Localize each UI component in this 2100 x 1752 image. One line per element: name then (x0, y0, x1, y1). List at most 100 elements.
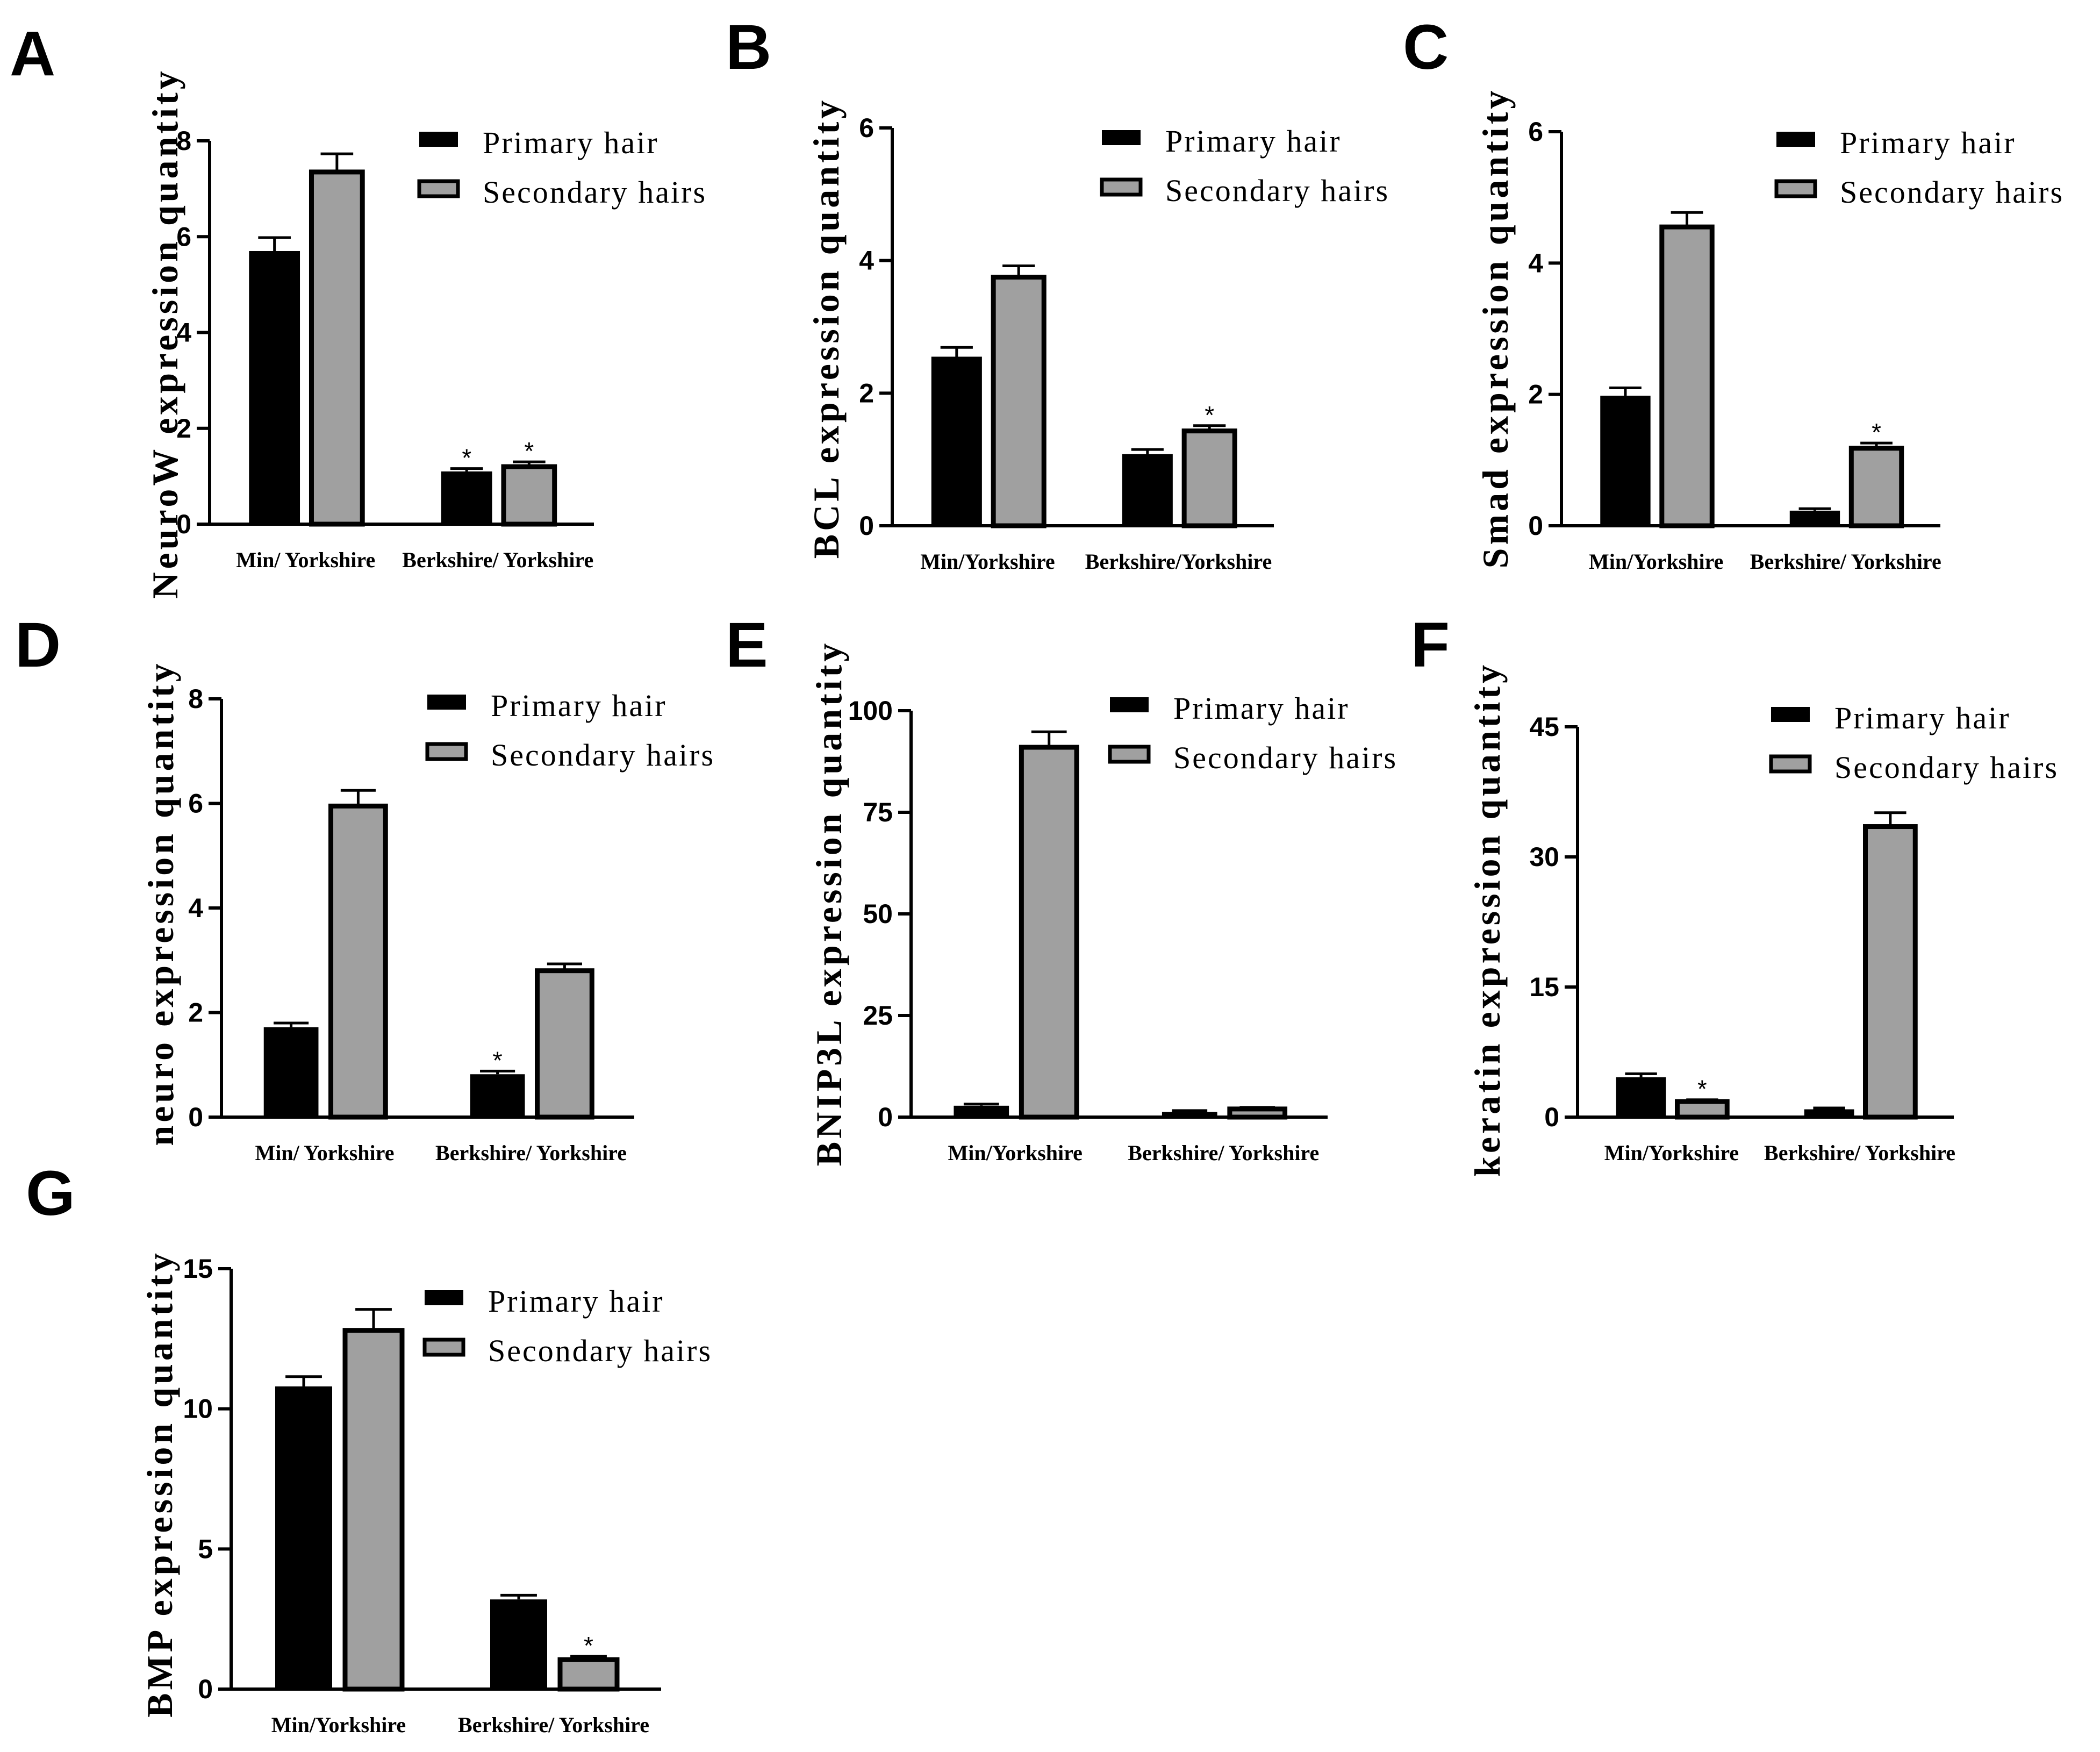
y-tick-label-e: 25 (863, 1000, 893, 1031)
panel-letter-a: A (10, 18, 55, 89)
y-tick-label-f: 45 (1529, 712, 1559, 742)
x-category-label-b: Min/Yorkshire (920, 549, 1055, 574)
y-tick-label-e: 75 (863, 797, 893, 827)
y-axis-label-b: BCL expression quantity (806, 97, 847, 559)
legend-swatch-b-primary (1102, 130, 1141, 145)
bar-e-secondary-0 (1019, 745, 1079, 1120)
x-category-label-d: Min/ Yorkshire (255, 1141, 395, 1165)
y-tick-label-e: 100 (848, 696, 893, 726)
x-category-label-a: Min/ Yorkshire (236, 548, 375, 572)
bar-f-primary-1 (1804, 1109, 1854, 1117)
bar-b-primary-0 (931, 356, 982, 526)
x-category-label-b: Berkshire/Yorkshire (1085, 549, 1272, 574)
y-tick-label-b: 2 (859, 378, 874, 408)
y-tick-label-f: 15 (1529, 972, 1559, 1002)
bar-d-primary-1 (470, 1074, 525, 1117)
bar-a-secondary-1 (501, 464, 557, 527)
significance-marker-b: * (1205, 401, 1214, 429)
legend-swatch-f-primary (1771, 707, 1810, 722)
y-tick-label-d: 0 (188, 1102, 203, 1132)
legend-label-g-primary: Primary hair (488, 1284, 664, 1319)
y-tick-label-a: 6 (176, 221, 191, 252)
legend-swatch-b-secondary (1100, 177, 1143, 197)
panel-letter-d: D (15, 610, 61, 681)
legend-label-c-secondary: Secondary hairs (1840, 175, 2064, 210)
legend-swatch-d-secondary (425, 742, 468, 761)
bar-f-secondary-0 (1675, 1099, 1730, 1120)
y-tick-label-f: 0 (1544, 1102, 1559, 1132)
y-tick-label-b: 6 (859, 113, 874, 143)
bar-c-primary-1 (1789, 510, 1840, 526)
bar-a-primary-1 (441, 471, 492, 524)
significance-marker-f: * (1697, 1075, 1707, 1103)
legend-swatch-e-primary (1110, 697, 1149, 712)
y-tick-label-d: 8 (188, 684, 203, 714)
bar-a-primary-0 (249, 251, 300, 524)
legend-label-a-secondary: Secondary hairs (483, 175, 707, 210)
legend-label-e-primary: Primary hair (1173, 691, 1350, 726)
x-category-label-e: Min/Yorkshire (948, 1141, 1083, 1165)
y-axis-label-d: neuro expression quantity (140, 660, 181, 1146)
y-tick-label-b: 4 (859, 246, 874, 276)
legend-label-g-secondary: Secondary hairs (488, 1333, 712, 1368)
y-axis-label-g: BMP expression quantity (139, 1250, 180, 1718)
significance-marker-c: * (1872, 418, 1881, 446)
panel-letter-c: C (1403, 12, 1449, 83)
y-tick-label-g: 0 (198, 1674, 213, 1704)
y-tick-label-d: 4 (188, 893, 203, 923)
panel-letter-e: E (726, 610, 768, 681)
y-tick-label-e: 0 (878, 1102, 893, 1132)
legend-swatch-c-secondary (1774, 179, 1817, 198)
bar-e-primary-0 (954, 1105, 1009, 1117)
y-tick-label-f: 30 (1529, 842, 1559, 872)
bar-g-primary-1 (490, 1599, 547, 1689)
legend-swatch-f-secondary (1769, 754, 1812, 774)
y-tick-label-c: 2 (1528, 380, 1543, 410)
panel-letter-f: F (1411, 610, 1450, 681)
y-tick-label-a: 8 (176, 126, 191, 156)
y-tick-label-c: 0 (1528, 511, 1543, 541)
y-tick-label-b: 0 (859, 511, 874, 541)
x-category-label-a: Berkshire/ Yorkshire (402, 548, 593, 572)
x-category-label-f: Berkshire/ Yorkshire (1764, 1141, 1955, 1165)
y-axis-label-c: Smad expression quantity (1475, 88, 1516, 569)
legend-label-a-primary: Primary hair (483, 125, 659, 160)
y-axis-label-e: BNIP3L expression quantity (808, 640, 849, 1166)
bar-e-secondary-1 (1227, 1106, 1288, 1120)
y-axis-label-f: keratin expression quantity (1467, 662, 1508, 1177)
panel-letter-b: B (726, 12, 771, 83)
bar-g-secondary-0 (342, 1328, 405, 1692)
panel-letter-g: G (26, 1158, 75, 1229)
legend-label-d-secondary: Secondary hairs (491, 738, 715, 773)
significance-marker-g: * (584, 1632, 593, 1660)
legend-swatch-g-primary (425, 1290, 463, 1305)
significance-marker-a: * (524, 437, 534, 465)
bar-f-secondary-1 (1863, 824, 1918, 1120)
legend-label-b-primary: Primary hair (1165, 124, 1342, 159)
bar-d-secondary-0 (328, 803, 388, 1120)
x-category-label-f: Min/Yorkshire (1604, 1141, 1739, 1165)
legend-label-f-secondary: Secondary hairs (1834, 750, 2059, 785)
y-tick-label-d: 6 (188, 789, 203, 819)
legend-swatch-e-secondary (1108, 745, 1151, 764)
bar-a-secondary-0 (309, 169, 365, 527)
bar-g-primary-0 (275, 1386, 332, 1689)
bar-g-secondary-1 (557, 1657, 620, 1692)
y-tick-label-g: 15 (183, 1254, 213, 1284)
x-category-label-c: Berkshire/ Yorkshire (1750, 549, 1941, 574)
legend-swatch-c-primary (1776, 132, 1815, 147)
y-tick-label-a: 0 (176, 509, 191, 539)
x-category-label-d: Berkshire/ Yorkshire (435, 1141, 627, 1165)
y-tick-label-g: 5 (198, 1534, 213, 1564)
legend-label-f-primary: Primary hair (1834, 700, 2011, 735)
x-category-label-g: Min/Yorkshire (271, 1713, 406, 1737)
y-tick-label-c: 4 (1528, 248, 1543, 278)
x-category-label-c: Min/Yorkshire (1589, 549, 1723, 574)
legend-label-d-primary: Primary hair (491, 688, 667, 723)
legend-swatch-a-primary (419, 132, 458, 147)
bar-d-secondary-1 (535, 968, 594, 1120)
y-tick-label-a: 4 (176, 318, 191, 348)
bar-c-secondary-0 (1659, 224, 1715, 528)
legend-label-c-primary: Primary hair (1840, 125, 2016, 160)
